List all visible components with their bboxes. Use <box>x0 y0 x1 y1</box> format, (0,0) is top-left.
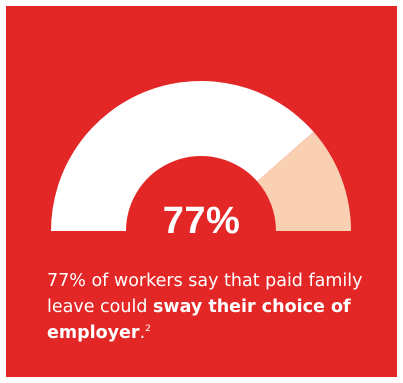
caption-emphasis: sway their choice of employer <box>47 297 351 343</box>
gauge-filled-arc <box>51 81 314 231</box>
footnote-marker: 2 <box>145 324 151 335</box>
gauge-chart <box>51 81 351 231</box>
caption-period: . <box>139 323 146 343</box>
gauge-remaining-arc <box>257 131 351 231</box>
caption-text: 77% of workers say that paid family leav… <box>47 268 367 346</box>
caption-text-part: 77% of workers say that paid family leav… <box>47 271 363 317</box>
gauge-value-label: 77% <box>162 200 241 242</box>
infographic-card: 77% 77% of workers say that paid family … <box>6 6 397 377</box>
